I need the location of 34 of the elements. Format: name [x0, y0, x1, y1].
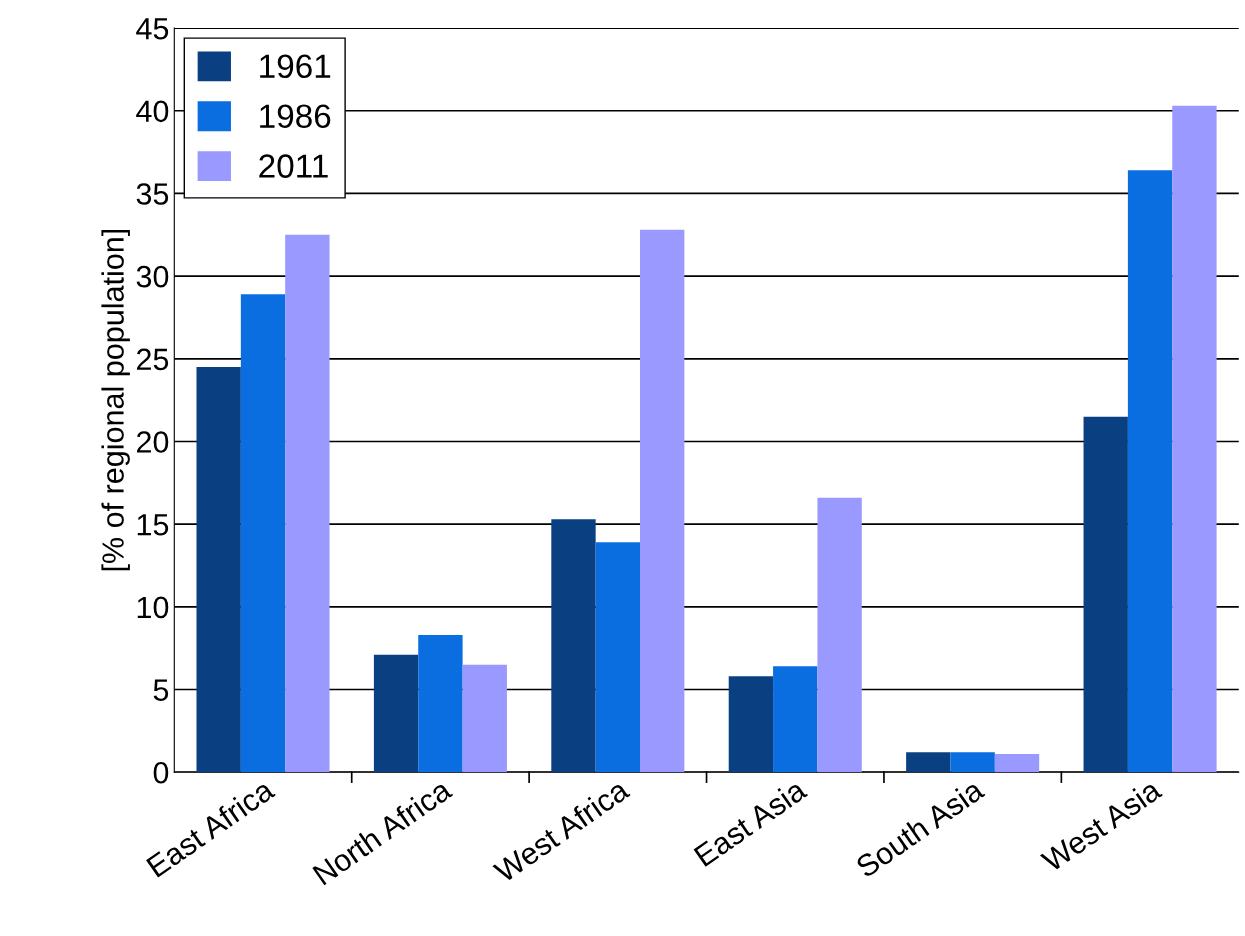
legend-label: 2011: [259, 154, 328, 178]
y-axis-title: [% of regional population]: [101, 229, 130, 571]
y-tick-label: 5: [153, 679, 169, 701]
legend-label: 1961: [260, 54, 331, 79]
bar: [285, 234, 330, 773]
bar: [240, 294, 286, 773]
bar: [1127, 170, 1173, 773]
y-tick-label: 40: [136, 100, 169, 123]
bar: [551, 519, 596, 773]
x-tick-label: East Asia: [692, 777, 809, 868]
bar: [950, 752, 995, 773]
bar: [595, 542, 641, 773]
y-tick-label: 25: [136, 348, 169, 371]
y-tick-label: 10: [137, 596, 169, 619]
y-tick-label: 35: [136, 183, 169, 205]
bar: [1172, 105, 1217, 773]
bar: [773, 666, 818, 773]
y-tick-label: 20: [136, 431, 169, 453]
y-tick-label: 45: [136, 18, 169, 40]
bar: [196, 367, 241, 773]
bar: [817, 497, 862, 773]
bar: [728, 676, 774, 773]
bar: [906, 752, 951, 773]
bar: [462, 664, 507, 773]
bar: [373, 654, 419, 773]
bar: [994, 754, 1040, 773]
legend-label: 1986: [260, 104, 331, 128]
y-tick-label: 0: [153, 761, 169, 784]
bar: [1083, 416, 1128, 773]
y-tick-label: 15: [137, 514, 169, 536]
bar: [640, 229, 685, 773]
bar: [418, 634, 463, 773]
y-tick-label: 30: [136, 265, 169, 288]
x-tick-label: West Asia: [1039, 777, 1163, 873]
